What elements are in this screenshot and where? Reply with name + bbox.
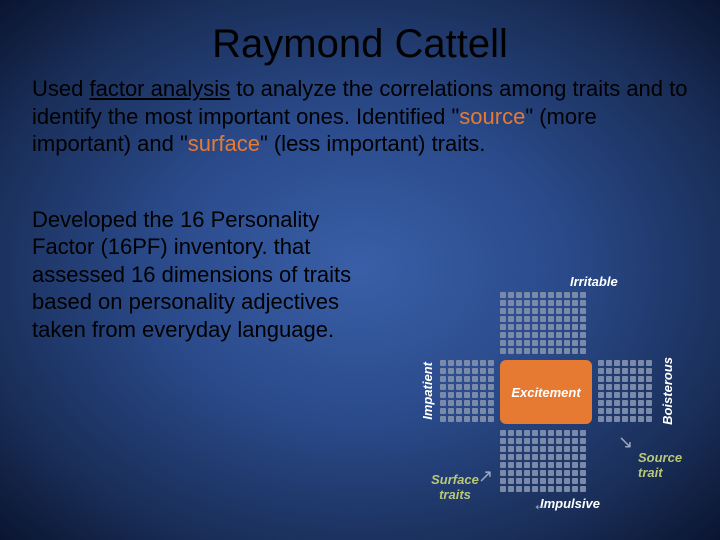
- label-boisterous: Boisterous: [660, 357, 675, 425]
- arrow-icon: ↘: [618, 432, 633, 453]
- p1-text: Used: [32, 76, 89, 101]
- paragraph-2: Developed the 16 Personality Factor (16P…: [0, 206, 390, 344]
- label-irritable: Irritable: [570, 274, 618, 289]
- surface-term: surface: [188, 131, 260, 156]
- center-label: Excitement: [500, 360, 592, 424]
- trait-diagram: Excitement Irritable Impatient Boisterou…: [382, 272, 702, 512]
- grid-top: [500, 292, 586, 354]
- factor-analysis-term: factor analysis: [89, 76, 230, 101]
- paragraph-1: Used factor analysis to analyze the corr…: [0, 75, 720, 158]
- source-term: source: [459, 104, 525, 129]
- arrow-icon: ↗: [478, 466, 493, 487]
- grid-right: [598, 360, 652, 422]
- label-impatient: Impatient: [420, 362, 435, 420]
- page-title: Raymond Cattell: [0, 0, 720, 75]
- label-source-trait: Source trait: [638, 450, 698, 480]
- grid-left: [440, 360, 494, 422]
- p1-text-d: " (less important) traits.: [260, 131, 485, 156]
- grid-bottom: [500, 430, 586, 492]
- arrow-icon: ←: [532, 494, 550, 515]
